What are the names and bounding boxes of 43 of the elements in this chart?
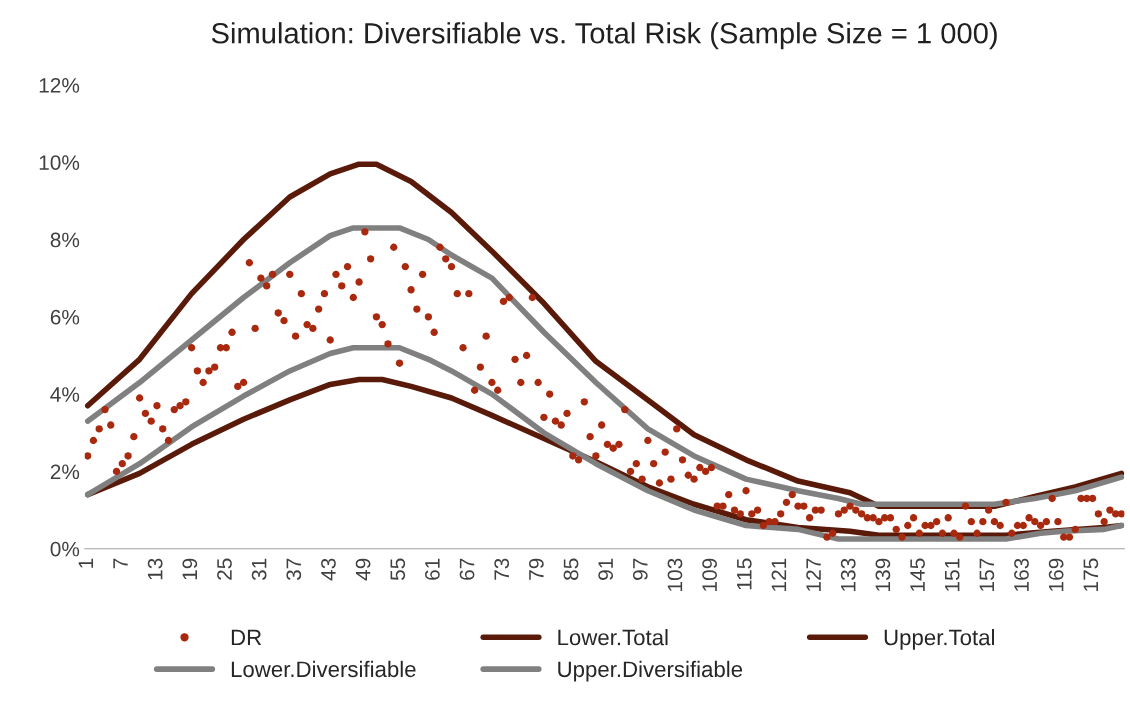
x-tick-label: 61 [425,558,440,580]
x-tick-label: 49 [355,558,371,581]
chart-title: Simulation: Diversifiable vs. Total Risk (Sample Size = 1 000) [211,22,997,50]
y-tick-label: 2% [50,464,80,480]
x-tick-label: 1 [78,558,94,568]
x-tick-label: 103 [667,558,683,591]
x-tick-label: 73 [494,558,510,580]
x-tick-label: 175 [1083,558,1099,591]
x-tick-label: 151 [945,558,960,591]
legend-label: Upper.Diversifiable [558,660,743,682]
x-tick-label: 55 [390,558,406,581]
x-tick-label: 85 [563,558,579,580]
y-tick-label: 0% [50,541,80,557]
x-tick-label: 121 [771,558,787,591]
x-tick-label: 7 [113,558,128,569]
y-tick-label: 6% [50,309,80,325]
x-tick-label: 109 [702,558,717,591]
x-tick-label: 79 [528,558,544,580]
y-tick-label: 8% [50,232,80,248]
x-tick-label: 37 [286,558,302,581]
x-tick-label: 163 [1014,558,1029,591]
x-tick-label: 25 [217,558,232,580]
x-tick-label: 133 [840,558,856,591]
x-tick-label: 169 [1048,558,1064,591]
x-tick-label: 97 [632,558,648,580]
x-tick-label: 13 [147,558,163,580]
legend-label: Lower.Total [558,628,668,646]
x-tick-label: 19 [182,558,198,580]
legend-label: Lower.Diversifiable [231,660,416,678]
x-tick-label: 91 [598,558,614,580]
y-tick-label: 4% [50,387,80,402]
x-tick-label: 67 [459,558,475,580]
x-tick-label: 145 [910,558,925,591]
x-tick-label: 157 [979,558,995,591]
x-tick-label: 115 [737,558,752,590]
x-tick-label: 139 [875,558,891,591]
y-tick-label: 12% [39,77,80,93]
legend-label: DR [231,629,262,646]
x-tick-label: 31 [251,558,267,581]
legend-label: Upper.Total [884,628,994,650]
x-tick-label: 127 [806,558,821,591]
x-tick-label: 43 [321,558,336,581]
y-tick-label: 10% [39,155,80,170]
